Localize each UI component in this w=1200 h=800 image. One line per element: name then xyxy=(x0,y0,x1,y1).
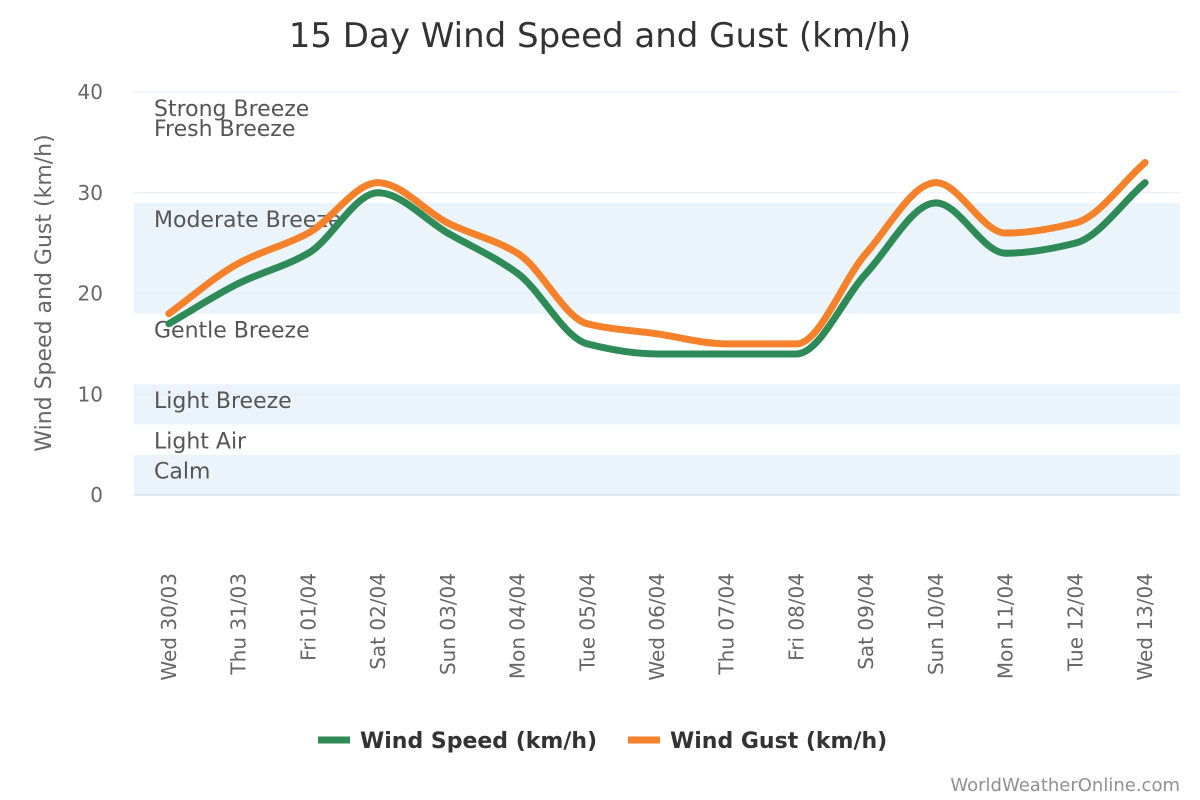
band-label-strong-breeze: Strong Breeze xyxy=(154,97,309,122)
band-label-calm: Calm xyxy=(154,460,210,485)
data-point-wind-speed-km-h[interactable] xyxy=(862,269,870,277)
y-tick-label: 20 xyxy=(78,282,103,306)
data-point-wind-gust-km-h[interactable] xyxy=(792,340,800,348)
data-point-wind-speed-km-h[interactable] xyxy=(1071,239,1079,247)
wind-bands xyxy=(134,202,1180,495)
data-point-wind-gust-km-h[interactable] xyxy=(235,259,243,267)
data-point-wind-speed-km-h[interactable] xyxy=(932,199,940,207)
data-point-wind-gust-km-h[interactable] xyxy=(304,229,312,237)
data-point-wind-gust-km-h[interactable] xyxy=(1071,219,1079,227)
x-axis-ticks: Wed 30/03 Thu 31/03 Fri 01/04 Sat 02/04 Sun … xyxy=(157,573,1157,681)
x-tick-label: Sun 10/04 xyxy=(924,573,948,675)
legend[interactable]: Wind Speed (km/h) Wind Gust (km/h) xyxy=(318,729,887,754)
band-label-gentle-breeze: Gentle Breeze xyxy=(154,319,310,344)
band-label-fresh-breeze: Fresh Breeze xyxy=(154,117,295,142)
x-tick-label: Wed 30/03 xyxy=(157,573,181,681)
band-light-breeze xyxy=(134,384,1180,425)
x-tick-label: Wed 13/04 xyxy=(1133,573,1157,681)
x-tick-label: Thu 31/03 xyxy=(227,573,251,676)
data-point-wind-gust-km-h[interactable] xyxy=(723,340,731,348)
data-point-wind-gust-km-h[interactable] xyxy=(444,219,452,227)
y-axis-title: Wind Speed and Gust (km/h) xyxy=(32,134,57,451)
series-line-wind-gust-km-h[interactable] xyxy=(166,159,1148,348)
series-lines xyxy=(165,159,1149,358)
band-label-light-air: Light Air xyxy=(154,429,247,454)
data-point-wind-gust-km-h[interactable] xyxy=(932,179,940,187)
data-point-wind-gust-km-h[interactable] xyxy=(1002,229,1010,237)
band-label-light-breeze: Light Breeze xyxy=(154,389,292,414)
data-point-wind-speed-km-h[interactable] xyxy=(374,189,382,197)
data-point-wind-speed-km-h[interactable] xyxy=(165,320,173,328)
x-tick-label: Tue 12/04 xyxy=(1063,573,1087,672)
y-tick-label: 40 xyxy=(78,80,103,104)
chart-title: 15 Day Wind Speed and Gust (km/h) xyxy=(289,16,912,56)
x-tick-label: Sun 03/04 xyxy=(436,573,460,675)
data-point-wind-gust-km-h[interactable] xyxy=(583,320,591,328)
gridlines xyxy=(134,91,1180,496)
x-tick-label: Fri 01/04 xyxy=(296,573,320,661)
data-point-wind-speed-km-h[interactable] xyxy=(653,350,661,358)
data-point-wind-speed-km-h[interactable] xyxy=(444,229,452,237)
data-point-wind-gust-km-h[interactable] xyxy=(653,330,661,338)
credits-link[interactable]: WorldWeatherOnline.com xyxy=(950,775,1180,796)
data-point-wind-gust-km-h[interactable] xyxy=(165,310,173,318)
x-tick-label: Thu 07/04 xyxy=(715,573,739,676)
data-point-wind-gust-km-h[interactable] xyxy=(1141,159,1149,167)
x-tick-label: Wed 06/04 xyxy=(645,573,669,681)
data-point-wind-speed-km-h[interactable] xyxy=(583,340,591,348)
x-tick-label: Tue 05/04 xyxy=(575,573,599,672)
band-moderate-breeze xyxy=(134,202,1180,314)
data-point-wind-speed-km-h[interactable] xyxy=(235,279,243,287)
data-point-wind-speed-km-h[interactable] xyxy=(304,249,312,257)
x-tick-label: Fri 08/04 xyxy=(784,573,808,661)
data-point-wind-speed-km-h[interactable] xyxy=(1141,179,1149,187)
y-axis-ticks: 0 10 20 30 40 xyxy=(78,80,103,507)
x-tick-label: Mon 11/04 xyxy=(994,573,1018,679)
data-point-wind-gust-km-h[interactable] xyxy=(374,179,382,187)
x-tick-label: Mon 04/04 xyxy=(506,573,530,679)
data-point-wind-gust-km-h[interactable] xyxy=(862,249,870,257)
data-point-wind-speed-km-h[interactable] xyxy=(514,269,522,277)
legend-label-wind-speed[interactable]: Wind Speed (km/h) xyxy=(360,729,597,754)
data-point-wind-speed-km-h[interactable] xyxy=(1002,249,1010,257)
x-tick-label: Sat 09/04 xyxy=(854,573,878,670)
x-tick-label: Sat 02/04 xyxy=(366,573,390,670)
y-tick-label: 10 xyxy=(78,382,103,406)
band-calm xyxy=(134,454,1180,495)
data-point-wind-speed-km-h[interactable] xyxy=(723,350,731,358)
y-tick-label: 30 xyxy=(78,181,103,205)
data-point-wind-speed-km-h[interactable] xyxy=(792,350,800,358)
y-tick-label: 0 xyxy=(90,483,103,507)
legend-label-wind-gust[interactable]: Wind Gust (km/h) xyxy=(670,729,887,754)
data-point-wind-gust-km-h[interactable] xyxy=(514,249,522,257)
